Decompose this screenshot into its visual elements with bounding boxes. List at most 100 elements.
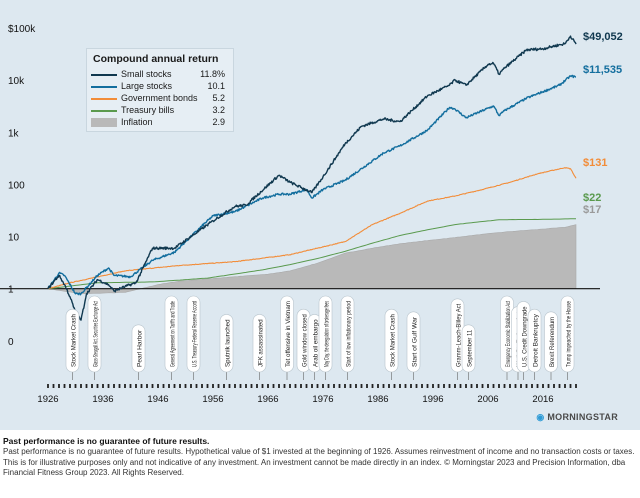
x-tick-label: 2016 (532, 394, 553, 405)
logo-text: MORNINGSTAR (547, 412, 618, 422)
year-dash (399, 384, 401, 388)
event-label: Brexit Referendum (549, 317, 556, 367)
year-dash (195, 384, 198, 388)
footer: Past performance is no guarantee of futu… (0, 432, 640, 498)
series-line-government-bonds (48, 167, 577, 290)
year-dash (52, 384, 55, 388)
legend-label: Large stocks (121, 81, 173, 91)
year-dash (404, 384, 407, 388)
series-line-small-stocks (47, 35, 577, 321)
event-label: September 11 (466, 329, 473, 367)
event-pill (406, 311, 421, 373)
x-tick-label: 1966 (257, 394, 278, 405)
legend-value: 3.2 (212, 105, 225, 115)
year-dash (454, 384, 456, 388)
inflation-area (47, 224, 577, 295)
year-dash (547, 384, 550, 388)
year-dash (531, 384, 533, 388)
year-dash (558, 384, 561, 388)
morningstar-logo-icon: ◉ (536, 412, 548, 422)
year-dash (162, 384, 165, 388)
legend-label: Small stocks (121, 69, 172, 79)
year-dash (283, 384, 286, 388)
year-dash (575, 384, 577, 388)
year-dash (58, 384, 60, 388)
event-pill (164, 295, 179, 373)
legend-value: 10.1 (207, 81, 225, 91)
year-dash (327, 384, 330, 388)
year-dash (107, 384, 110, 388)
end-value-label: $17 (583, 204, 601, 216)
year-dash (179, 384, 181, 388)
year-dash (371, 384, 374, 388)
end-value-label: $11,535 (583, 64, 622, 76)
year-dash (536, 384, 539, 388)
y-tick-label: 100 (8, 180, 25, 191)
year-dash (476, 384, 478, 388)
year-dash (564, 384, 566, 388)
event-label: Tet offensive in Vietnam (285, 301, 292, 367)
y-tick-label: 10 (8, 233, 20, 244)
year-dash (393, 384, 396, 388)
event-pill (560, 295, 575, 373)
event-label: U.S. Treasury-Federal Reserve Accord (191, 301, 198, 367)
legend-swatch (91, 110, 117, 112)
year-dash (514, 384, 517, 388)
year-dash (245, 384, 247, 388)
event-label: U.S. Credit Downgrade (521, 306, 528, 367)
legend-title: Compound annual return (93, 53, 219, 65)
year-dash (487, 384, 489, 388)
event-pill (527, 308, 542, 373)
year-dash (146, 384, 148, 388)
year-dash (234, 384, 236, 388)
event-label: General Agreement on Tariffs and Trade (169, 301, 176, 367)
event-label: Sputnik launched (224, 319, 231, 367)
y-tick-label: $100k (8, 24, 36, 35)
year-dash (344, 384, 346, 388)
y-tick-label: 1k (8, 128, 20, 139)
event-label: Emergency Economic Stabilization Act (505, 301, 512, 367)
x-tick-label: 1996 (422, 394, 443, 405)
year-dash (311, 384, 313, 388)
year-dash (377, 384, 379, 388)
legend-label: Treasury bills (121, 105, 175, 115)
year-dash (520, 384, 522, 388)
legend-label: Government bonds (121, 93, 198, 103)
x-tick-label: 1976 (312, 394, 333, 405)
end-value-label: $49,052 (583, 31, 623, 43)
y-tick-label: 1 (8, 285, 14, 296)
year-dash (47, 384, 49, 388)
legend-item-small-stocks: Small stocks 11.8% (91, 69, 231, 81)
event-pill (65, 308, 80, 373)
event-label: May Day, the deregulation of brokerage f… (323, 301, 330, 367)
year-dash (316, 384, 319, 388)
legend-swatch (91, 98, 117, 100)
year-dash (459, 384, 462, 388)
year-dash (553, 384, 555, 388)
year-dash (217, 384, 220, 388)
footer-disclaimer: Past performance is no guarantee of futu… (3, 447, 635, 477)
year-dash (322, 384, 324, 388)
event-pill (252, 314, 267, 373)
legend: Compound annual return Small stocks 11.8… (86, 48, 234, 132)
year-dash (426, 384, 429, 388)
legend-label: Inflation (121, 117, 153, 127)
year-dash (509, 384, 511, 388)
event-pill (318, 295, 333, 373)
year-dash (173, 384, 176, 388)
footer-heading: Past performance is no guarantee of futu… (3, 436, 210, 446)
year-dash (151, 384, 154, 388)
legend-swatch (91, 74, 117, 76)
legend-value: 2.9 (212, 117, 225, 127)
event-label: Start of Gulf War (411, 316, 418, 367)
year-dash (415, 384, 418, 388)
year-dash (69, 384, 71, 388)
year-dash (525, 384, 528, 388)
year-dash (223, 384, 225, 388)
year-dash (272, 384, 275, 388)
year-dash (228, 384, 231, 388)
event-label: Stock Market Crash (389, 314, 396, 367)
event-pill (186, 295, 201, 373)
year-dash (261, 384, 264, 388)
year-dash (267, 384, 269, 388)
